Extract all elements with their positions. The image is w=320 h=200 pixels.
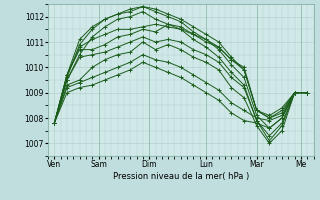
X-axis label: Pression niveau de la mer( hPa ): Pression niveau de la mer( hPa ): [113, 172, 249, 181]
